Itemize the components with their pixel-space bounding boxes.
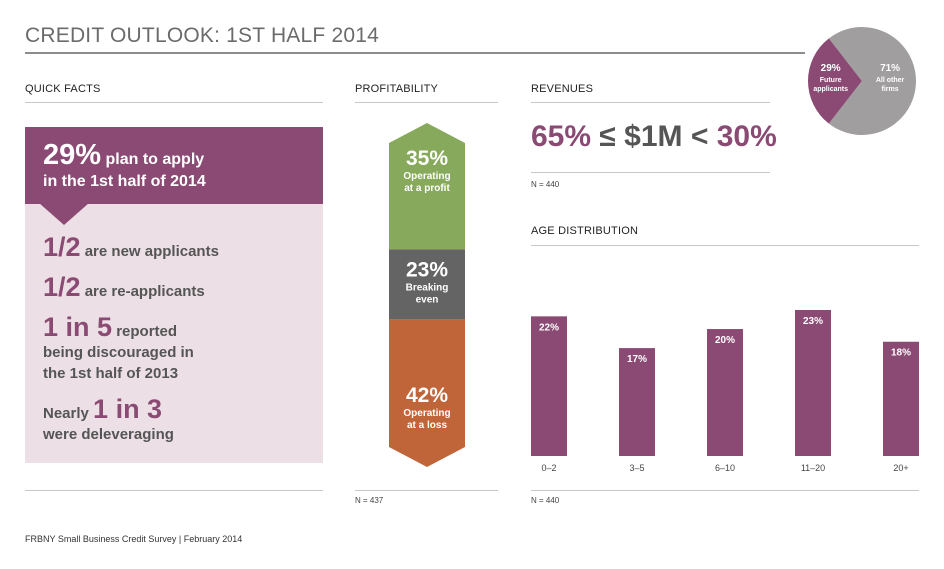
pie-chart: 29% Future applicants 71% All other firms [808,27,916,135]
fact-new-applicants: 1/2 are new applicants [43,232,219,263]
pie-slice [828,27,916,135]
segment-value-label: 35% [406,147,448,170]
fact-re-applicants: 1/2 are re-applicants [43,272,205,303]
quick-facts-label: QUICK FACTS [25,83,101,95]
quick-facts-headline: 29% plan to apply in the 1st half of 201… [25,127,323,204]
page-title: CREDIT OUTLOOK: 1ST HALF 2014 [25,24,379,47]
segment-value-label: 23% [406,258,448,281]
headline-text: plan to apply [101,151,205,168]
revenues-stat: 65% ≤ $1M < 30% [531,120,777,154]
segment-value-label: 42% [406,384,448,407]
age-distribution-chart: 22% 0–2 17% 3–5 20% 6–10 23% 11–20 18% 20+ [531,310,919,473]
bar-6–10 [707,329,743,456]
age-distribution-n: N = 440 [531,496,560,505]
quick-facts-panel: 1/2 are new applicants 1/2 are re-applic… [25,204,323,463]
revenues-bottom-rule [531,172,770,173]
age-distribution-rule [531,245,919,246]
revenues-stat-left: 65% [531,120,592,153]
category-tick-label: 3–5 [629,463,644,473]
fact-text: are new applicants [80,243,219,260]
bar-20+ [883,341,919,456]
segment-label: at a profit [404,183,450,194]
headline-line2: in the 1st half of 2014 [43,173,206,190]
segment-label: Operating [403,408,450,419]
profitability-n: N = 437 [355,496,384,505]
revenues-n: N = 440 [531,180,560,189]
profitability-segment [389,123,465,250]
headline-pointer [39,203,89,225]
title-rule [25,52,805,54]
fact-prefix: Nearly [43,405,94,422]
fact-text: are re-applicants [80,283,205,300]
profitability-segment [389,319,465,467]
category-tick-label: 11–20 [801,463,825,473]
fact-deleveraging: Nearly 1 in 3 [43,394,162,425]
fact-sub-line: were deleveraging [43,426,174,443]
fact-number: 1 in 3 [93,394,163,424]
age-distribution-bottom-rule [531,490,919,491]
fact-number: 1/2 [43,272,81,302]
category-tick-label: 0–2 [541,463,556,473]
revenues-stat-mid: ≤ $1M < [591,120,717,153]
fact-text: reported [112,323,178,340]
quick-facts-rule [25,102,323,103]
quick-facts-bottom-rule [25,490,323,491]
headline-percent: 29% [43,139,102,171]
revenues-stat-right: 30% [716,120,777,153]
category-tick-label: 6–10 [715,463,735,473]
pie-slice-label: All other [876,77,905,84]
segment-label: even [416,294,439,305]
fact-number: 1/2 [43,232,81,262]
profitability-label: PROFITABILITY [355,83,439,95]
footer-source: FRBNY Small Business Credit Survey | Feb… [25,534,243,544]
bar-value-label: 23% [803,316,823,327]
bar-3–5 [619,348,655,456]
revenues-rule [531,102,770,103]
bar-value-label: 18% [891,348,911,359]
bar-value-label: 17% [627,354,647,365]
profitability-segment [389,249,465,320]
pie-value-label: 71% [880,63,900,74]
revenues-label: REVENUES [531,83,594,95]
bar-value-label: 20% [715,335,735,346]
segment-label: at a loss [407,420,447,431]
profitability-rule [355,102,498,103]
pie-value-label: 29% [821,63,841,74]
fact-discouraged: 1 in 5 reported [43,312,177,343]
pie-slice-label: firms [882,86,899,93]
segment-label: Breaking [406,282,449,293]
age-distribution-label: AGE DISTRIBUTION [531,225,639,237]
fact-number: 1 in 5 [43,312,113,342]
bar-11–20 [795,310,831,456]
profitability-bottom-rule [355,490,498,491]
pie-slice-label: Future [820,77,842,84]
pie-slice-label: applicants [813,86,848,93]
bar-value-label: 22% [539,322,559,333]
segment-label: Operating [403,171,450,182]
fact-sub-line: the 1st half of 2013 [43,365,179,382]
fact-sub-line: being discouraged in [43,344,194,361]
pie-slice [808,38,862,124]
category-tick-label: 20+ [893,463,908,473]
bar-0–2 [531,316,567,456]
